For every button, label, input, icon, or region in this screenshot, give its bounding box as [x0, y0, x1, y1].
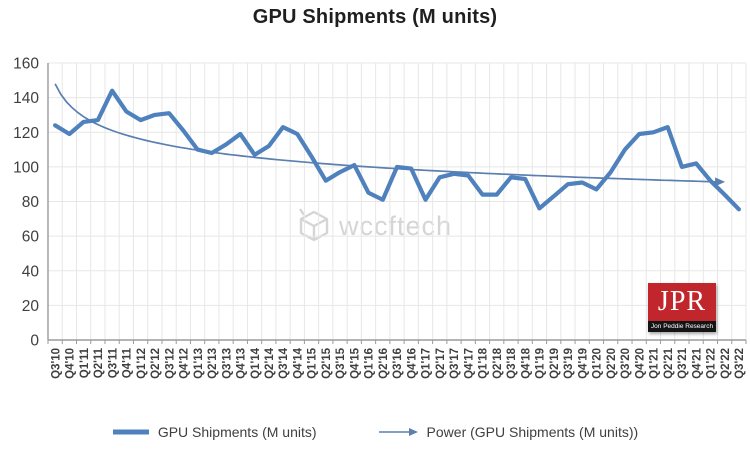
x-tick-label: Q2'12 [150, 348, 162, 379]
y-tick-label: 160 [13, 56, 39, 73]
y-tick-label: 120 [13, 125, 39, 142]
x-tick-label: Q3'13 [221, 348, 233, 379]
x-tick-label: Q1'18 [478, 347, 490, 378]
y-tick-label: 0 [30, 333, 39, 350]
x-tick-label: Q4'13 [236, 348, 248, 379]
x-tick-label: Q4'21 [691, 347, 703, 378]
x-tick-label: Q2'16 [378, 348, 390, 379]
series-line-gpu-shipments [52, 88, 742, 212]
x-tick-label: Q4'12 [179, 348, 191, 379]
x-tick-label: Q2'20 [606, 348, 618, 379]
x-tick-label: Q3'15 [335, 347, 347, 378]
chart-legend: GPU Shipments (M units) Power (GPU Shipm… [0, 424, 750, 440]
x-tick-label: Q2'14 [264, 347, 276, 378]
x-tick-label: Q2'18 [492, 347, 504, 378]
x-tick-label: Q3'14 [278, 347, 290, 378]
x-tick-label: Q1'12 [136, 348, 148, 379]
legend-label: Power (GPU Shipments (M units)) [426, 424, 639, 440]
y-tick-label: 140 [13, 90, 39, 107]
x-axis-tick-labels: Q3'10 Q4'10 Q1'11 Q2'11 Q3'11 Q4'11 Q1'12 Q2'12… [50, 347, 746, 378]
x-tick-label: Q1'13 [193, 348, 205, 379]
jpr-logo: JPR Jon Peddie Research [648, 283, 716, 332]
x-tick-label: Q3'16 [392, 348, 404, 379]
x-tick-label: Q4'16 [406, 348, 418, 379]
x-tick-label: Q1'11 [79, 347, 91, 378]
x-tick-label: Q1'21 [649, 347, 661, 378]
x-tick-label: Q4'10 [65, 348, 77, 379]
x-tick-label: Q2'21 [663, 347, 675, 378]
x-tick-label: Q2'22 [720, 348, 732, 379]
x-tick-label: Q1'15 [307, 347, 319, 378]
x-tick-label: Q4'14 [292, 347, 304, 378]
x-tick-label: Q3'17 [449, 348, 461, 379]
y-tick-label: 80 [22, 194, 40, 211]
x-tick-label: Q4'15 [349, 347, 361, 378]
legend-thick-line-icon [112, 429, 149, 435]
x-tick-label: Q4'19 [577, 348, 589, 379]
x-tick-label: Q2'15 [321, 347, 333, 378]
x-tick-label: Q2'11 [93, 347, 105, 378]
x-tick-label: Q3'20 [620, 348, 632, 379]
x-tick-label: Q4'20 [634, 348, 646, 379]
x-tick-label: Q2'19 [549, 348, 561, 379]
x-tick-label: Q3'22 [734, 348, 746, 379]
trendline-arrowhead-icon [715, 177, 726, 187]
legend-arrow-line-icon [378, 428, 418, 436]
x-tick-label: Q1'22 [706, 348, 718, 379]
x-tick-label: Q1'17 [421, 348, 433, 379]
x-tick-label: Q1'16 [364, 348, 376, 379]
x-tick-label: Q4'11 [122, 347, 134, 378]
y-tick-label: 60 [22, 229, 40, 246]
x-tick-label: Q1'19 [535, 348, 547, 379]
axes [47, 63, 747, 344]
jpr-logo-subtext: Jon Peddie Research [648, 321, 716, 332]
x-tick-label: Q4'17 [463, 348, 475, 379]
legend-item-power-trendline: Power (GPU Shipments (M units)) [378, 424, 639, 440]
x-tick-label: Q3'19 [563, 348, 575, 379]
y-tick-label: 40 [22, 263, 40, 280]
legend-item-gpu-shipments: GPU Shipments (M units) [112, 424, 317, 440]
y-tick-label: 20 [22, 298, 40, 315]
x-tick-label: Q3'11 [107, 347, 119, 378]
y-tick-label: 100 [13, 159, 39, 176]
x-tick-label: Q2'13 [207, 348, 219, 379]
x-tick-label: Q1'14 [250, 347, 262, 378]
x-tick-label: Q3'21 [677, 347, 689, 378]
y-axis-tick-labels: 0 20 40 60 80 100 120 140 160 [13, 56, 39, 350]
jpr-logo-text: JPR [657, 286, 707, 317]
gridlines [48, 62, 747, 340]
x-tick-label: Q4'18 [520, 347, 532, 378]
x-tick-label: Q2'17 [435, 348, 447, 379]
x-tick-label: Q3'18 [506, 347, 518, 378]
chart-title: GPU Shipments (M units) [252, 6, 498, 28]
x-tick-label: Q3'10 [50, 348, 62, 379]
x-tick-label: Q3'12 [164, 348, 176, 379]
x-tick-label: Q1'20 [592, 348, 604, 379]
legend-label: GPU Shipments (M units) [157, 424, 317, 440]
